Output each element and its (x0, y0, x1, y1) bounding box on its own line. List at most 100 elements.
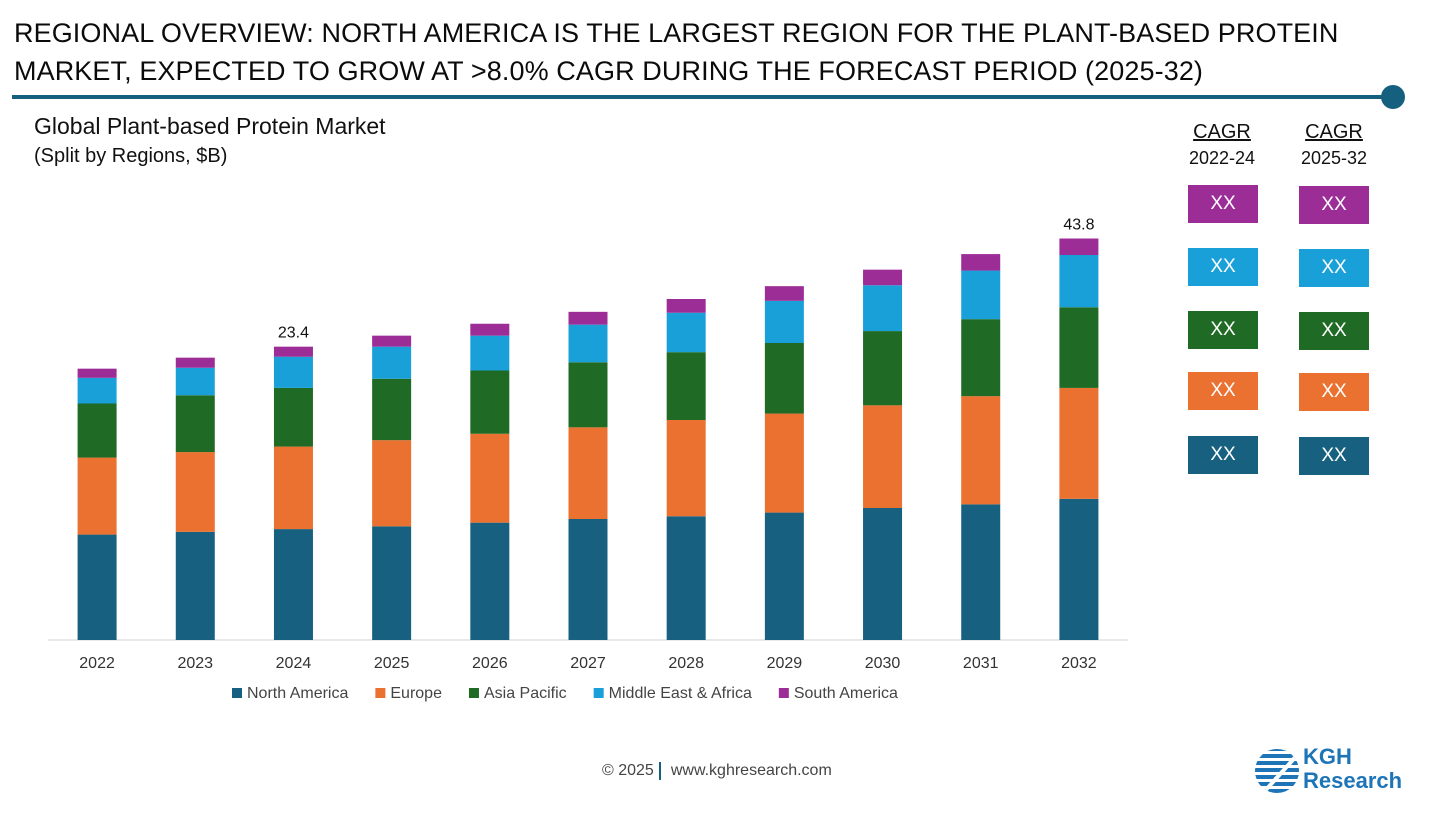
x-tick-label: 2024 (276, 655, 312, 672)
legend-swatch (468, 688, 479, 698)
bar-south-america-2023 (175, 357, 215, 368)
bar-north-america-2024 (273, 529, 313, 640)
bar-europe-2025 (372, 440, 412, 527)
cagr-header-title: CAGR (1305, 121, 1363, 143)
legend-swatch (232, 688, 242, 698)
header-divider (12, 95, 1392, 99)
bar-europe-2030 (863, 405, 903, 508)
legend-swatch (593, 688, 604, 698)
bar-north-america-2027 (568, 519, 608, 640)
chart-subtitle: (Split by Regions, $B) (34, 145, 228, 167)
x-tick-label: 2031 (963, 655, 999, 672)
x-tick-label: 2029 (767, 655, 803, 672)
bar-middle-east-africa-2027 (568, 324, 608, 363)
bar-asia-pacific-2025 (372, 378, 412, 441)
bar-middle-east-africa-2031 (961, 270, 1001, 320)
legend-label: Asia Pacific (484, 685, 567, 702)
legend-label: Middle East & Africa (609, 685, 752, 702)
bar-south-america-2029 (764, 286, 804, 301)
legend-label: North America (247, 685, 348, 702)
bar-asia-pacific-2024 (273, 387, 313, 447)
bar-asia-pacific-2028 (666, 352, 706, 420)
x-tick-label: 2025 (374, 655, 410, 672)
cagr-value-box: XX (1188, 185, 1258, 223)
bar-north-america-2026 (470, 522, 510, 640)
bar-north-america-2028 (666, 516, 706, 640)
bar-middle-east-africa-2030 (863, 285, 903, 332)
legend-swatch (375, 688, 386, 698)
data-label-total: 23.4 (278, 325, 309, 342)
bar-south-america-2024 (273, 346, 313, 357)
legend-swatch (778, 688, 789, 698)
cagr-header-title: CAGR (1193, 121, 1251, 143)
x-tick-label: 2030 (865, 655, 901, 672)
cagr-value-box: XX (1188, 248, 1258, 286)
bar-middle-east-africa-2022 (77, 377, 117, 404)
bar-europe-2028 (666, 420, 706, 517)
cagr-value-box: XX (1299, 312, 1369, 350)
x-tick-label: 2032 (1061, 655, 1097, 672)
legend-label: South America (794, 685, 898, 702)
bar-europe-2023 (175, 452, 215, 532)
cagr-header-2022-24: CAGR 2022-24 (1167, 119, 1277, 171)
bar-asia-pacific-2022 (77, 403, 117, 458)
logo-text-kgh: KGH (1303, 744, 1352, 769)
cagr-header-period: 2022-24 (1188, 148, 1256, 168)
chart-title: Global Plant-based Protein Market (34, 113, 386, 139)
bar-south-america-2026 (470, 323, 510, 336)
bar-south-america-2022 (77, 368, 117, 378)
bar-north-america-2022 (77, 534, 117, 640)
bar-europe-2024 (273, 446, 313, 530)
bar-north-america-2032 (1059, 498, 1099, 640)
bar-south-america-2028 (666, 299, 706, 313)
bar-north-america-2030 (863, 508, 903, 640)
bar-south-america-2030 (863, 269, 903, 286)
bar-middle-east-africa-2028 (666, 312, 706, 353)
cagr-value-box: XX (1299, 437, 1369, 475)
bar-asia-pacific-2026 (470, 370, 510, 434)
footer-website: www.kghresearch.com (670, 762, 832, 779)
logo-text-research: Research (1303, 768, 1403, 793)
header-divider-dot (1381, 85, 1405, 109)
x-tick-label: 2027 (570, 655, 606, 672)
bar-asia-pacific-2027 (568, 362, 608, 428)
cagr-value-box: XX (1299, 186, 1369, 224)
bar-europe-2022 (77, 457, 117, 535)
bar-europe-2027 (568, 427, 608, 519)
legend-label: Europe (390, 685, 442, 702)
bar-asia-pacific-2032 (1059, 307, 1099, 388)
bar-middle-east-africa-2026 (470, 335, 510, 371)
x-tick-label: 2026 (472, 655, 508, 672)
kgh-research-logo: KGH Research (1253, 745, 1423, 800)
footer-separator (658, 762, 661, 780)
bar-north-america-2025 (372, 526, 412, 640)
bar-middle-east-africa-2024 (273, 356, 313, 388)
cagr-value-box: XX (1188, 436, 1258, 474)
bar-south-america-2032 (1059, 238, 1099, 255)
bar-north-america-2029 (764, 512, 804, 640)
cagr-value-box: XX (1299, 249, 1369, 287)
bar-middle-east-africa-2025 (372, 346, 412, 379)
cagr-value-box: XX (1188, 311, 1258, 349)
headline-line-1: REGIONAL OVERVIEW: NORTH AMERICA IS THE … (14, 18, 1339, 48)
footer: © 2025 www.kghresearch.com (602, 762, 832, 780)
data-label-total: 43.8 (1063, 217, 1094, 234)
bar-asia-pacific-2031 (961, 319, 1001, 397)
page-headline: REGIONAL OVERVIEW: NORTH AMERICA IS THE … (14, 14, 1394, 90)
bar-europe-2031 (961, 396, 1001, 505)
x-tick-label: 2022 (79, 655, 115, 672)
footer-copyright: © 2025 (602, 762, 654, 779)
bar-asia-pacific-2023 (175, 395, 215, 453)
globe-icon (1255, 749, 1299, 793)
bar-asia-pacific-2029 (764, 343, 804, 414)
bar-south-america-2031 (961, 254, 1001, 271)
cagr-value-box: XX (1299, 373, 1369, 411)
x-tick-label: 2028 (668, 655, 704, 672)
bar-middle-east-africa-2029 (764, 300, 804, 343)
bar-south-america-2027 (568, 311, 608, 325)
cagr-header-period: 2025-32 (1300, 148, 1368, 168)
cagr-header-2025-32: CAGR 2025-32 (1279, 119, 1389, 171)
headline-line-2: MARKET, EXPECTED TO GROW AT >8.0% CAGR D… (14, 56, 1204, 86)
bar-north-america-2031 (961, 504, 1001, 640)
bar-europe-2032 (1059, 387, 1099, 499)
